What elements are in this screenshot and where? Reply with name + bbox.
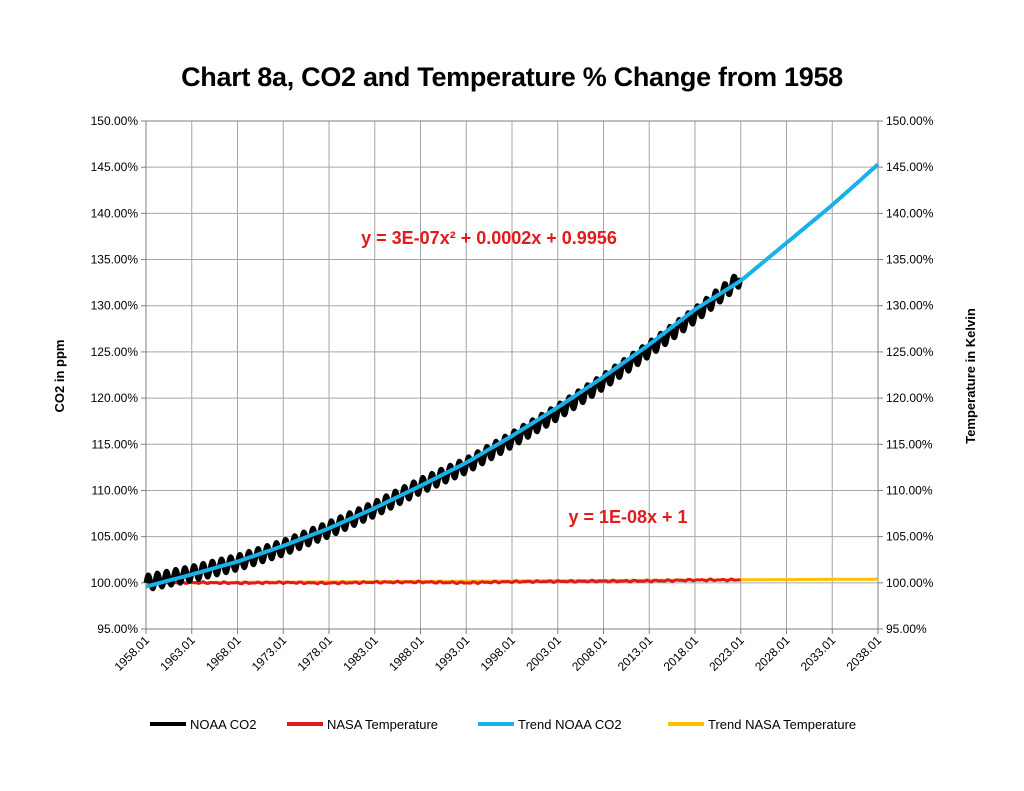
series-line-trend-noaa-co2 xyxy=(145,162,880,589)
y2-tick-label: 130.00% xyxy=(886,299,934,313)
x-tick-label: 1988.01 xyxy=(386,633,427,674)
chart-title: Chart 8a, CO2 and Temperature % Change f… xyxy=(181,62,843,92)
y-tick-label: 120.00% xyxy=(91,391,139,405)
x-tick-label: 2038.01 xyxy=(844,633,885,674)
y2-tick-label: 110.00% xyxy=(886,483,933,497)
series-line-noaa-co2 xyxy=(143,273,744,592)
legend-label: Trend NOAA CO2 xyxy=(518,717,622,732)
x-tick-label: 1958.01 xyxy=(112,633,153,674)
x-tick-label: 2018.01 xyxy=(661,633,702,674)
series-line-nasa-temperature xyxy=(145,577,741,586)
y-tick-label: 130.00% xyxy=(91,299,139,313)
x-tick-label: 1973.01 xyxy=(249,633,290,674)
legend: NOAA CO2 NASA Temperature Trend NOAA CO2 Tr… xyxy=(150,717,856,732)
x-tick-label: 1963.01 xyxy=(157,633,198,674)
y-axis-label: CO2 in ppm xyxy=(52,340,67,413)
y2-tick-label: 100.00% xyxy=(886,576,934,590)
y2-tick-label: 150.00% xyxy=(886,114,934,128)
y2-tick-label: 105.00% xyxy=(886,530,934,544)
series-layer xyxy=(143,162,880,592)
y-tick-label: 140.00% xyxy=(91,206,139,220)
y-tick-label: 110.00% xyxy=(92,483,139,497)
x-tick-label: 1968.01 xyxy=(203,633,244,674)
annotation-layer: y = 3E-07x² + 0.0002x + 0.9956 y = 1E-08x… xyxy=(361,228,687,527)
y-tick-label: 115.00% xyxy=(92,437,139,451)
y-tick-label: 145.00% xyxy=(91,160,139,174)
x-tick-label: 1998.01 xyxy=(478,633,519,674)
y2-tick-label: 140.00% xyxy=(886,206,934,220)
y-tick-label: 150.00% xyxy=(91,114,139,128)
x-tick-label: 1993.01 xyxy=(432,633,473,674)
y2-axis-label: Temperature in Kelvin xyxy=(963,308,978,444)
legend-label: NOAA CO2 xyxy=(190,717,256,732)
y2-tick-label: 120.00% xyxy=(886,391,934,405)
y2-tick-label: 135.00% xyxy=(886,253,934,267)
y-tick-label: 105.00% xyxy=(91,530,139,544)
x-tick-label: 2028.01 xyxy=(752,633,793,674)
y-tick-label: 100.00% xyxy=(91,576,139,590)
x-tick-label: 2008.01 xyxy=(569,633,610,674)
x-tick-label: 2003.01 xyxy=(523,633,564,674)
x-tick-label: 2013.01 xyxy=(615,633,656,674)
trendline-equation: y = 3E-07x² + 0.0002x + 0.9956 xyxy=(361,228,617,248)
legend-label: NASA Temperature xyxy=(327,717,438,732)
x-tick-label: 2023.01 xyxy=(706,633,747,674)
x-tick-label: 2033.01 xyxy=(798,633,839,674)
y-tick-label: 135.00% xyxy=(91,253,139,267)
y-tick-label: 95.00% xyxy=(97,622,138,636)
y2-tick-label: 125.00% xyxy=(886,345,934,359)
legend-label: Trend NASA Temperature xyxy=(708,717,856,732)
y2-tick-label: 115.00% xyxy=(886,437,933,451)
trendline-equation: y = 1E-08x + 1 xyxy=(568,507,687,527)
y2-tick-label: 95.00% xyxy=(886,622,927,636)
y2-tick-label: 145.00% xyxy=(886,160,934,174)
gridlines xyxy=(145,120,879,630)
y-tick-label: 125.00% xyxy=(91,345,139,359)
x-tick-label: 1978.01 xyxy=(295,633,336,674)
x-tick-label: 1983.01 xyxy=(340,633,381,674)
